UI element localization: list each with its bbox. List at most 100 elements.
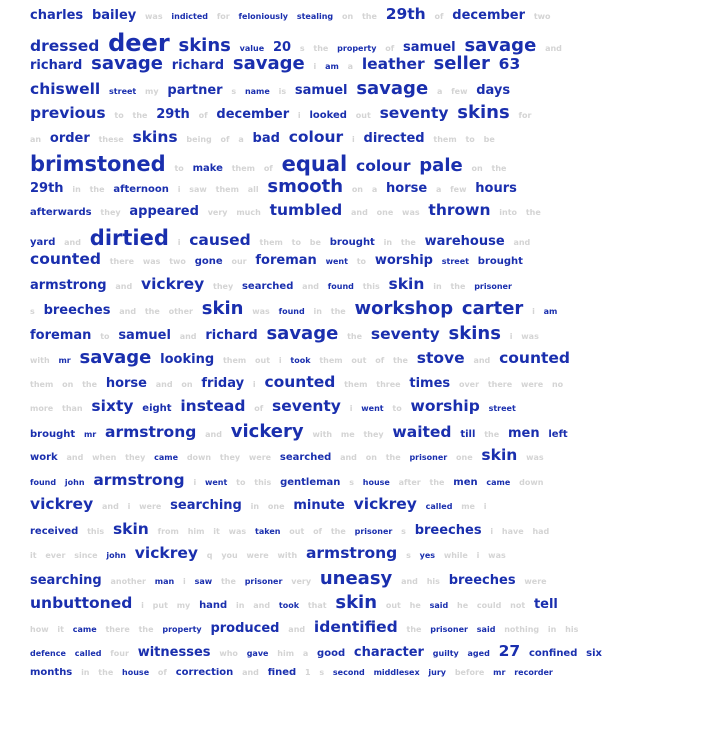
cloud-word: instead: [180, 398, 246, 415]
cloud-word: vickrey: [134, 545, 198, 562]
cloud-word: the: [450, 281, 466, 291]
cloud-word: to: [392, 404, 402, 413]
cloud-word: from: [157, 526, 179, 536]
cloud-word: december: [216, 107, 290, 122]
cloud-word: counted: [30, 251, 101, 268]
cloud-word: two: [533, 12, 551, 21]
cloud-word: came: [154, 453, 179, 462]
cloud-word: i: [532, 307, 535, 316]
cloud-word: in: [81, 667, 90, 677]
cloud-word: you: [221, 551, 238, 560]
cloud-word: how: [30, 624, 49, 634]
cloud-word: of: [254, 404, 264, 413]
cloud-word: i: [177, 237, 181, 247]
cloud-word: since: [74, 551, 98, 560]
cloud-word: i: [352, 134, 355, 144]
cloud-word: value: [239, 43, 265, 53]
cloud-word: chiswell: [30, 79, 101, 98]
cloud-word: i: [509, 331, 513, 341]
cloud-word: out: [255, 356, 271, 365]
cloud-word: mr: [83, 429, 97, 439]
cloud-word: identified: [313, 618, 398, 636]
cloud-word: over: [458, 379, 480, 389]
cloud-line: vickrey and i were searching in one minute vickr…: [30, 496, 696, 521]
cloud-word: while: [443, 551, 468, 560]
cloud-word: guilty: [432, 649, 459, 658]
cloud-word: and: [513, 237, 531, 247]
cloud-word: three: [376, 379, 401, 389]
cloud-word: said: [476, 624, 496, 634]
cloud-word: the: [491, 164, 507, 173]
cloud-word: horse: [386, 180, 428, 196]
cloud-line: armstrong and vickrey they searched and found t…: [30, 276, 696, 301]
cloud-word: friday: [201, 375, 245, 391]
cloud-word: the: [330, 307, 346, 316]
cloud-line: an order these skins being of a bad colour i direc…: [30, 129, 696, 154]
cloud-word: two: [169, 257, 186, 266]
cloud-word: down: [186, 453, 212, 462]
cloud-word: vickery: [230, 422, 304, 442]
cloud-word: was: [402, 208, 420, 217]
cloud-word: prisoner: [474, 281, 512, 291]
cloud-word: and: [179, 331, 197, 341]
cloud-word: richard: [171, 58, 225, 73]
cloud-word: ever: [45, 551, 66, 560]
cloud-line: found john armstrong i went to this gentleman s h…: [30, 472, 696, 497]
cloud-word: and: [115, 281, 133, 291]
cloud-line: it ever since john vickrey q you were with armstr…: [30, 545, 696, 570]
cloud-word: the: [313, 43, 329, 53]
cloud-word: vickrey: [30, 496, 94, 513]
cloud-word: into: [499, 208, 518, 217]
cloud-word: partner: [167, 82, 223, 98]
cloud-line: more than sixty eight instead of seventy i went t…: [30, 398, 696, 423]
cloud-word: colour: [288, 128, 344, 146]
cloud-word: mr: [58, 356, 71, 365]
cloud-word: there: [105, 624, 130, 634]
cloud-line: afterwards they appeared very much tumbled and…: [30, 202, 696, 227]
cloud-line: brought mr armstrong and vickery with me they wa…: [30, 423, 696, 448]
cloud-word: on: [62, 379, 74, 389]
cloud-word: they: [363, 429, 384, 439]
cloud-word: q: [206, 551, 213, 560]
cloud-word: down: [519, 477, 544, 487]
cloud-word: than: [62, 404, 83, 413]
cloud-word: make: [192, 163, 223, 174]
cloud-word: charles: [30, 8, 84, 23]
cloud-word: taken: [255, 526, 281, 536]
cloud-word: searched: [241, 280, 294, 292]
cloud-word: to: [114, 111, 124, 120]
cloud-word: i: [193, 477, 197, 487]
cloud-word: gave: [246, 649, 269, 658]
cloud-word: armstrong: [305, 545, 398, 562]
cloud-word: they: [213, 281, 234, 291]
cloud-word: breeches: [414, 522, 482, 538]
cloud-line: searching another man i saw the prisoner very un…: [30, 570, 696, 595]
cloud-word: second: [332, 667, 365, 677]
cloud-word: directed: [363, 130, 425, 146]
cloud-word: produced: [210, 620, 280, 636]
cloud-word: the: [98, 667, 114, 677]
cloud-line: months in the house of correction and fined 1 s se…: [30, 668, 696, 693]
cloud-word: skin: [335, 594, 378, 613]
cloud-word: in: [433, 281, 442, 291]
cloud-word: in: [313, 307, 322, 316]
cloud-word: s: [231, 86, 237, 96]
cloud-word: street: [109, 86, 137, 96]
cloud-word: saw: [189, 184, 207, 194]
cloud-word: an: [30, 134, 42, 144]
cloud-word: to: [174, 164, 184, 173]
cloud-word: thrown: [428, 202, 491, 219]
cloud-word: nothing: [504, 624, 540, 634]
cloud-word: savage: [232, 55, 305, 74]
cloud-word: armstrong: [93, 471, 185, 489]
cloud-word: caused: [189, 230, 251, 249]
cloud-word: 29th: [30, 180, 64, 196]
cloud-word: brought: [329, 236, 375, 248]
cloud-word: and: [253, 601, 271, 610]
cloud-word: armstrong: [105, 422, 197, 441]
cloud-word: afterwards: [30, 207, 92, 218]
cloud-word: work: [30, 452, 58, 463]
cloud-word: skins: [132, 128, 178, 146]
cloud-word: to: [100, 331, 110, 341]
cloud-word: and: [288, 624, 306, 634]
